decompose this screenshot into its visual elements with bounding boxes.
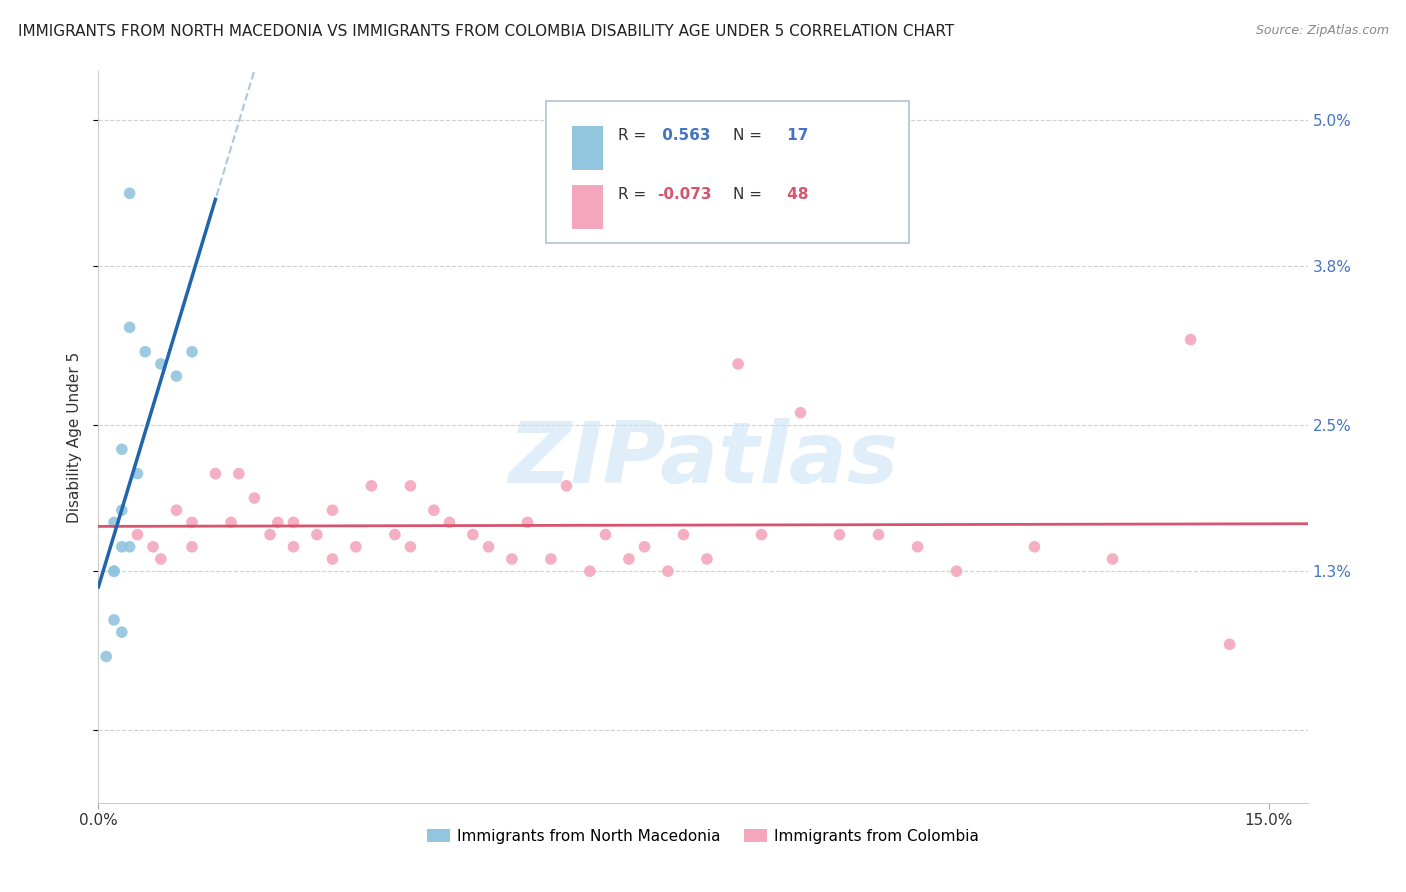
Point — [181, 344, 204, 359]
Text: IMMIGRANTS FROM NORTH MACEDONIA VS IMMIGRANTS FROM COLOMBIA DISABILITY AGE UNDER: IMMIGRANTS FROM NORTH MACEDONIA VS IMMIG… — [18, 24, 955, 39]
Point — [96, 649, 118, 664]
Point — [672, 527, 695, 541]
Point — [789, 406, 811, 420]
Point — [657, 564, 679, 578]
Point — [204, 467, 226, 481]
Point — [134, 344, 156, 359]
Text: R =: R = — [619, 128, 651, 144]
Point — [907, 540, 929, 554]
Y-axis label: Disability Age Under 5: Disability Age Under 5 — [67, 351, 83, 523]
Point — [540, 552, 562, 566]
Point — [399, 540, 422, 554]
Point — [1219, 637, 1241, 651]
Point — [595, 527, 617, 541]
Point — [103, 564, 125, 578]
Point — [1180, 333, 1202, 347]
Point — [103, 613, 125, 627]
Text: Source: ZipAtlas.com: Source: ZipAtlas.com — [1256, 24, 1389, 37]
Point — [1024, 540, 1046, 554]
Point — [360, 479, 382, 493]
Point — [579, 564, 602, 578]
Point — [283, 540, 305, 554]
Point — [945, 564, 967, 578]
Point — [118, 540, 141, 554]
Point — [617, 552, 640, 566]
Point — [423, 503, 446, 517]
Point — [149, 552, 172, 566]
Point — [118, 320, 141, 334]
Text: -0.073: -0.073 — [657, 186, 711, 202]
Text: ZIPatlas: ZIPatlas — [508, 417, 898, 500]
Legend: Immigrants from North Macedonia, Immigrants from Colombia: Immigrants from North Macedonia, Immigra… — [420, 822, 986, 850]
Point — [103, 564, 125, 578]
Point — [828, 527, 851, 541]
Point — [516, 516, 538, 530]
Point — [111, 503, 134, 517]
Text: 0.563: 0.563 — [657, 128, 710, 144]
Point — [696, 552, 718, 566]
Point — [127, 467, 149, 481]
Point — [461, 527, 484, 541]
Text: 48: 48 — [782, 186, 808, 202]
Point — [1101, 552, 1123, 566]
Point — [111, 540, 134, 554]
Text: R =: R = — [619, 186, 651, 202]
Point — [267, 516, 290, 530]
Point — [243, 491, 266, 505]
FancyBboxPatch shape — [546, 101, 908, 244]
Point — [477, 540, 499, 554]
Point — [111, 442, 134, 457]
Point — [283, 516, 305, 530]
Point — [305, 527, 328, 541]
Point — [633, 540, 655, 554]
Point — [399, 479, 422, 493]
Point — [321, 552, 343, 566]
Point — [321, 503, 343, 517]
Point — [501, 552, 523, 566]
FancyBboxPatch shape — [572, 185, 603, 228]
Point — [868, 527, 890, 541]
Point — [165, 369, 187, 384]
Point — [127, 527, 149, 541]
Point — [165, 503, 187, 517]
Point — [111, 625, 134, 640]
FancyBboxPatch shape — [572, 127, 603, 170]
Point — [142, 540, 165, 554]
Point — [118, 186, 141, 201]
Point — [103, 516, 125, 530]
Point — [727, 357, 749, 371]
Point — [259, 527, 281, 541]
Point — [219, 516, 242, 530]
Text: N =: N = — [734, 128, 768, 144]
Text: N =: N = — [734, 186, 768, 202]
Point — [181, 540, 204, 554]
Point — [344, 540, 367, 554]
Point — [181, 516, 204, 530]
Text: 17: 17 — [782, 128, 808, 144]
Point — [439, 516, 461, 530]
Point — [384, 527, 406, 541]
Point — [149, 357, 172, 371]
Point — [555, 479, 578, 493]
Point — [751, 527, 773, 541]
Point — [228, 467, 250, 481]
